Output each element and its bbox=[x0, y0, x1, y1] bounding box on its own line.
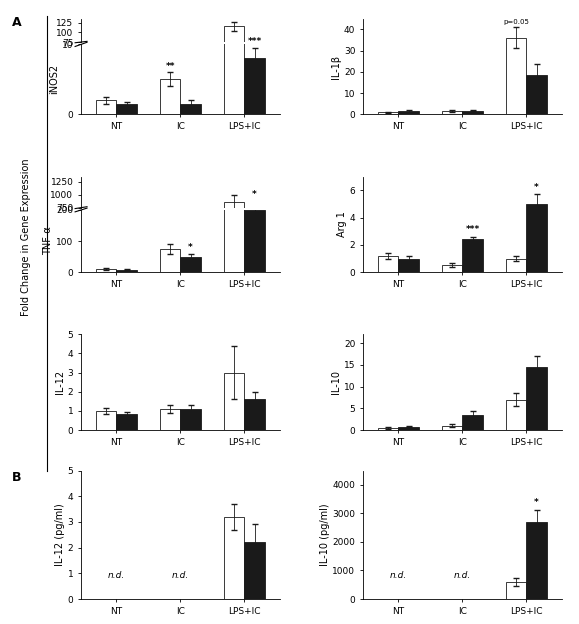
Bar bbox=[378, 256, 398, 272]
Text: *: * bbox=[252, 190, 257, 199]
Bar bbox=[116, 104, 137, 114]
Bar bbox=[506, 582, 526, 599]
Bar bbox=[398, 427, 419, 430]
Y-axis label: IL-10: IL-10 bbox=[331, 370, 341, 394]
Bar bbox=[160, 79, 180, 114]
Y-axis label: Arg 1: Arg 1 bbox=[337, 212, 347, 237]
Y-axis label: IL-12 (pg/ml): IL-12 (pg/ml) bbox=[55, 504, 65, 566]
Bar bbox=[160, 243, 180, 246]
Bar bbox=[526, 522, 547, 599]
Bar bbox=[244, 542, 265, 599]
Text: n.d.: n.d. bbox=[172, 572, 189, 580]
Bar bbox=[224, 202, 244, 246]
Bar bbox=[442, 111, 463, 114]
Bar bbox=[506, 399, 526, 430]
Text: A: A bbox=[12, 16, 21, 29]
Text: ***: *** bbox=[248, 58, 262, 67]
Y-axis label: TNF-α: TNF-α bbox=[43, 227, 53, 255]
Bar bbox=[244, 399, 265, 430]
Bar bbox=[463, 110, 483, 114]
Bar bbox=[442, 265, 463, 272]
Text: *: * bbox=[188, 233, 193, 243]
Bar bbox=[116, 270, 137, 272]
Bar bbox=[442, 426, 463, 430]
Text: p=0.05: p=0.05 bbox=[503, 19, 529, 25]
Bar bbox=[378, 428, 398, 430]
Text: n.d.: n.d. bbox=[454, 572, 471, 580]
Text: **: ** bbox=[166, 59, 175, 68]
Bar bbox=[506, 38, 526, 114]
Text: ***: *** bbox=[466, 225, 480, 234]
Bar bbox=[180, 244, 201, 246]
Text: Fold Change in Gene Expression: Fold Change in Gene Expression bbox=[21, 158, 31, 316]
Text: *: * bbox=[252, 225, 257, 234]
Y-axis label: IL-1β: IL-1β bbox=[331, 54, 341, 79]
Bar bbox=[224, 0, 244, 114]
Bar bbox=[180, 409, 201, 430]
Bar bbox=[244, 59, 265, 114]
Bar bbox=[526, 75, 547, 114]
Text: *: * bbox=[534, 183, 539, 192]
Bar bbox=[398, 258, 419, 272]
Bar bbox=[160, 249, 180, 272]
Y-axis label: IL-12: IL-12 bbox=[55, 370, 65, 394]
Text: **: ** bbox=[166, 62, 175, 71]
Bar bbox=[506, 258, 526, 272]
Text: n.d.: n.d. bbox=[390, 572, 407, 580]
Bar bbox=[463, 240, 483, 272]
Bar bbox=[116, 414, 137, 430]
Y-axis label: IL-10 (pg/ml): IL-10 (pg/ml) bbox=[320, 504, 329, 566]
Bar bbox=[160, 409, 180, 430]
Bar bbox=[463, 415, 483, 430]
Bar bbox=[378, 112, 398, 114]
Text: *: * bbox=[534, 499, 539, 507]
Bar bbox=[224, 517, 244, 599]
Bar bbox=[180, 256, 201, 272]
Text: B: B bbox=[12, 471, 21, 484]
Text: ***: *** bbox=[248, 37, 262, 46]
Bar bbox=[180, 104, 201, 114]
Text: *: * bbox=[188, 243, 193, 252]
Bar bbox=[160, 69, 180, 71]
Bar bbox=[224, 26, 244, 71]
Bar bbox=[96, 411, 116, 430]
Bar bbox=[244, 68, 265, 71]
Bar bbox=[244, 236, 265, 246]
Y-axis label: iNOS2: iNOS2 bbox=[49, 64, 59, 94]
Bar bbox=[526, 367, 547, 430]
Bar bbox=[224, 7, 244, 272]
Bar bbox=[244, 210, 265, 272]
Bar bbox=[96, 269, 116, 272]
Bar bbox=[526, 204, 547, 272]
Bar bbox=[398, 111, 419, 114]
Bar bbox=[224, 373, 244, 430]
Bar bbox=[96, 100, 116, 114]
Text: n.d.: n.d. bbox=[108, 572, 125, 580]
